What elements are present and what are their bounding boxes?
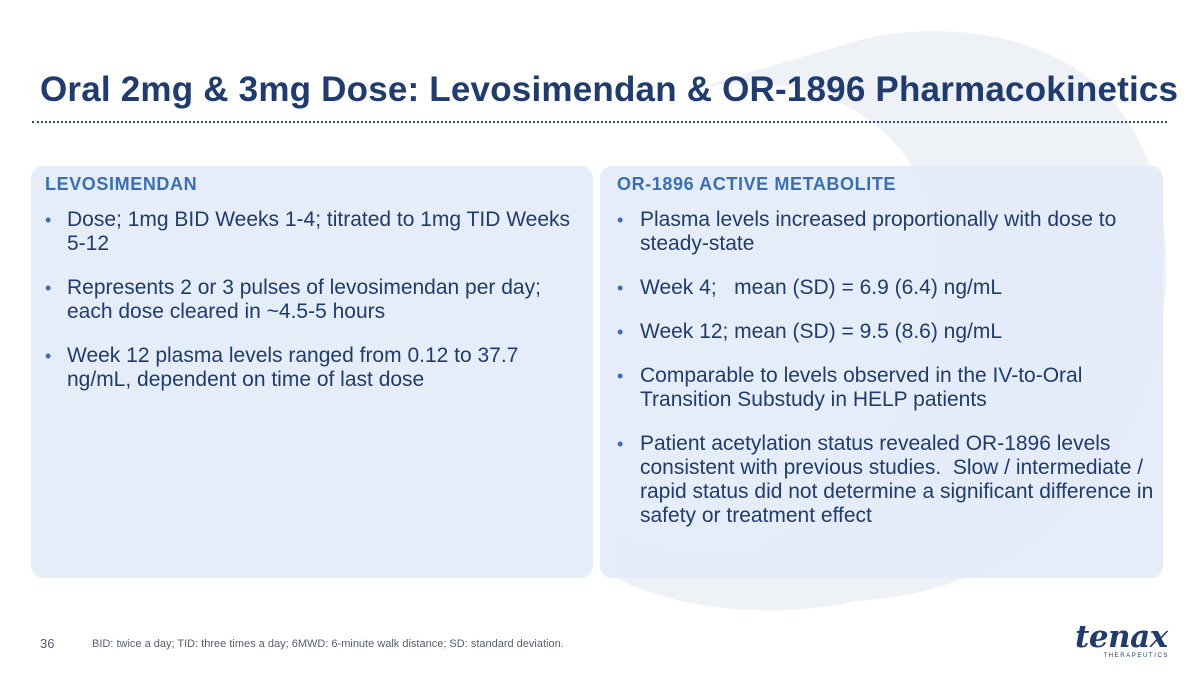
list-item: • Plasma levels increased proportionally … <box>600 208 1155 256</box>
list-item: • Comparable to levels observed in the IV… <box>600 364 1155 412</box>
bullet-text: Plasma levels increased proportionally w… <box>640 208 1117 255</box>
levosimendan-heading: LEVOSIMENDAN <box>45 174 198 194</box>
list-item: • Represents 2 or 3 pulses of levosimenda… <box>31 276 585 324</box>
or-1896-panel: OR-1896 ACTIVE METABOLITE • Plasma levels… <box>600 166 1163 578</box>
bullet-dot-icon: • <box>45 346 52 366</box>
list-item: • Dose; 1mg BID Weeks 1-4; titrated to 1m… <box>31 208 585 256</box>
bullet-text: Dose; 1mg BID Weeks 1-4; titrated to 1mg… <box>67 208 571 255</box>
list-item: • Week 12; mean (SD) = 9.5 (8.6) ng/mL <box>600 320 1155 344</box>
levosimendan-bullet-list: • Dose; 1mg BID Weeks 1-4; titrated to 1m… <box>31 208 585 412</box>
slide-title: Oral 2mg & 3mg Dose: Levosimendan & OR-1… <box>40 70 1179 109</box>
bullet-dot-icon: • <box>617 434 624 454</box>
tenax-logo: tenax THERAPEUTICS <box>1075 622 1171 662</box>
or-1896-bullet-list: • Plasma levels increased proportionally … <box>600 208 1155 548</box>
bullet-dot-icon: • <box>617 366 624 386</box>
bullet-text: Week 12; mean (SD) = 9.5 (8.6) ng/mL <box>640 320 1003 343</box>
logo-wordmark: tenax <box>1075 619 1168 655</box>
list-item: • Week 4; mean (SD) = 6.9 (6.4) ng/mL <box>600 276 1155 300</box>
bullet-text: Week 12 plasma levels ranged from 0.12 t… <box>67 344 519 391</box>
bullet-text: Represents 2 or 3 pulses of levosimendan… <box>67 276 541 323</box>
bullet-dot-icon: • <box>45 210 52 230</box>
footnote: BID: twice a day; TID: three times a day… <box>92 638 564 650</box>
or-1896-heading: OR-1896 ACTIVE METABOLITE <box>617 174 897 194</box>
list-item: • Patient acetylation status revealed OR-… <box>600 432 1155 528</box>
levosimendan-panel: LEVOSIMENDAN • Dose; 1mg BID Weeks 1-4; t… <box>31 166 593 578</box>
bullet-text: Week 4; mean (SD) = 6.9 (6.4) ng/mL <box>640 276 1003 299</box>
bullet-dot-icon: • <box>617 210 624 230</box>
bullet-dot-icon: • <box>617 322 624 342</box>
title-divider <box>32 121 1167 123</box>
logo-subtitle: THERAPEUTICS <box>1103 653 1169 659</box>
page-number: 36 <box>40 636 55 651</box>
list-item: • Week 12 plasma levels ranged from 0.12 … <box>31 344 585 392</box>
bullet-text: Patient acetylation status revealed OR-1… <box>640 432 1160 527</box>
bullet-dot-icon: • <box>45 278 52 298</box>
bullet-dot-icon: • <box>617 278 624 298</box>
bullet-text: Comparable to levels observed in the IV-… <box>640 364 1083 411</box>
